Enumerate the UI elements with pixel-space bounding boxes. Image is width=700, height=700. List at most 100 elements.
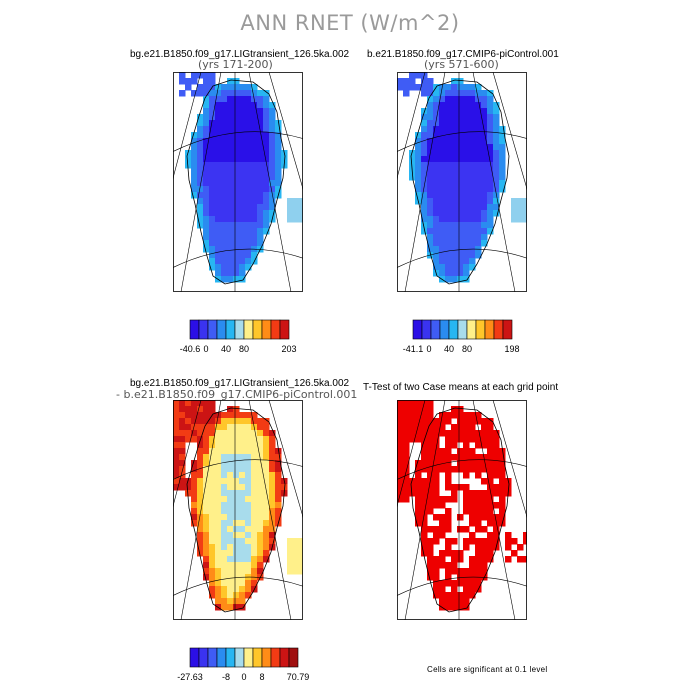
- panel-1-map-cell: [257, 222, 264, 229]
- panel-1-map-cell: [263, 132, 270, 139]
- panel-1-map-cell: [209, 126, 216, 133]
- panel-4-map-cell: [415, 424, 422, 431]
- panel-1-map-cell: [227, 192, 234, 199]
- panel-2-map-cell: [457, 210, 464, 217]
- panel-4-map-cell: [409, 484, 416, 491]
- panel-2-map-cell: [469, 210, 476, 217]
- panel-1-map-cell: [215, 228, 222, 235]
- panel-4-map-cell: [493, 430, 500, 437]
- panel-4-map-cell: [457, 550, 464, 557]
- panel-4-map-cell: [427, 466, 434, 473]
- panel-4-map-cell: [451, 490, 458, 497]
- panel-2-map-cell: [523, 216, 527, 223]
- panel-1-map-cell: [215, 234, 222, 241]
- panel-3-map-cell: [209, 448, 216, 455]
- panel-3-map-cell: [191, 436, 198, 443]
- panel-3-map-cell: [251, 418, 258, 425]
- panel-1-map-cell: [233, 120, 240, 127]
- panel-4-map-cell: [433, 538, 440, 545]
- panel-4-map-cell: [457, 568, 464, 575]
- panel-4-map-cell: [433, 454, 440, 461]
- panel-4-map-cell: [487, 448, 494, 455]
- panel-1-map-cell: [185, 78, 192, 85]
- panel-1-map-cell: [209, 258, 216, 265]
- panel-4-map-cell: [409, 436, 416, 443]
- panel-4-map-cell: [445, 538, 452, 545]
- panel-1-map-cell: [233, 198, 240, 205]
- panel-3-map-cell: [185, 400, 192, 407]
- panel-2-map-cell: [463, 192, 470, 199]
- panel-2-map-cell: [439, 192, 446, 199]
- panel-3-map-cell: [257, 544, 264, 551]
- panel-4-map-cell: [481, 514, 488, 521]
- panel-1-map-cell: [215, 210, 222, 217]
- panel-1-map-cell: [257, 126, 264, 133]
- panel-3-map-cell: [251, 502, 258, 509]
- panel-3-map-cell: [287, 562, 294, 569]
- panel-4-map-cell: [481, 550, 488, 557]
- panel-1-map-cell: [203, 156, 210, 163]
- panel-1-map-cell: [239, 156, 246, 163]
- panel-4-map-cell: [487, 466, 494, 473]
- panel-2-map-cell: [451, 138, 458, 145]
- panel-2-map-cell: [421, 204, 428, 211]
- panel-1-map-cell: [263, 108, 270, 115]
- panel-3-map-cell: [257, 478, 264, 485]
- panel-1-map-cell: [287, 204, 294, 211]
- panel-3-map-cell: [215, 484, 222, 491]
- panel-4-map-cell: [403, 406, 410, 413]
- panel-2-map-cell: [439, 210, 446, 217]
- panel-1-map-cell: [227, 252, 234, 259]
- panel-3-map-cell: [203, 442, 210, 449]
- panel-3-map-cell: [203, 490, 210, 497]
- panel-1-map-cell: [269, 168, 276, 175]
- panel-2-map-cell: [475, 192, 482, 199]
- panel-4-map-cell: [463, 448, 470, 455]
- panel-2-map-cell: [451, 204, 458, 211]
- panel-2-map-cell: [439, 150, 446, 157]
- panel-1-map-cell: [227, 114, 234, 121]
- panel-1-map-cell: [239, 132, 246, 139]
- panel-4-map-cell: [421, 448, 428, 455]
- panel-3-map-cell: [209, 580, 216, 587]
- panel-3-map-cell: [197, 412, 204, 419]
- panel-4-map-cell: [451, 424, 458, 431]
- panel-2-map-cell: [463, 264, 470, 271]
- panel-3-map-cell: [269, 442, 276, 449]
- panel-4-map-cell: [475, 556, 482, 563]
- panel-4-map-cell: [469, 580, 476, 587]
- panel-3-map-cell: [221, 460, 228, 467]
- panel-1-map-cell: [299, 216, 303, 223]
- panel-2-map-cell: [481, 102, 488, 109]
- panel-2-map-frame: [397, 72, 527, 292]
- panel-3-map-cell: [239, 538, 246, 545]
- panel-4-map-cell: [451, 586, 458, 593]
- panel-1-map-cell: [275, 162, 282, 169]
- panel-4-map-cell: [439, 520, 446, 527]
- panel-3-map-cell: [215, 586, 222, 593]
- panel-3-map-cell: [221, 466, 228, 473]
- panel-2-map-cell: [421, 186, 428, 193]
- panel-1-colorbar-color-box: [234, 319, 245, 340]
- panel-2-map-cell: [445, 276, 452, 283]
- panel-1-map-cell: [251, 150, 258, 157]
- panel-3-map-cell: [245, 418, 252, 425]
- panel-1-map-cell: [221, 246, 228, 253]
- panel-3-map-cell: [263, 442, 270, 449]
- panel-3-map-cell: [263, 538, 270, 545]
- panel-4-map-cell: [481, 538, 488, 545]
- panel-4-map-cell: [445, 460, 452, 467]
- panel-4-map-cell: [505, 538, 512, 545]
- panel-2-map-cell: [463, 270, 470, 277]
- panel-4-map-cell: [451, 550, 458, 557]
- panel-3-map-cell: [191, 508, 198, 515]
- panel-2-map-cell: [451, 78, 458, 85]
- panel-2-map-cell: [421, 162, 428, 169]
- panel-4-map-cell: [475, 520, 482, 527]
- panel-1-map-cell: [233, 114, 240, 121]
- panel-3-map-cell: [263, 550, 270, 557]
- panel-1-map-cell: [251, 132, 258, 139]
- panel-2-map-cell: [493, 210, 500, 217]
- panel-3-map-cell: [203, 526, 210, 533]
- panel-1-map-cell: [239, 144, 246, 151]
